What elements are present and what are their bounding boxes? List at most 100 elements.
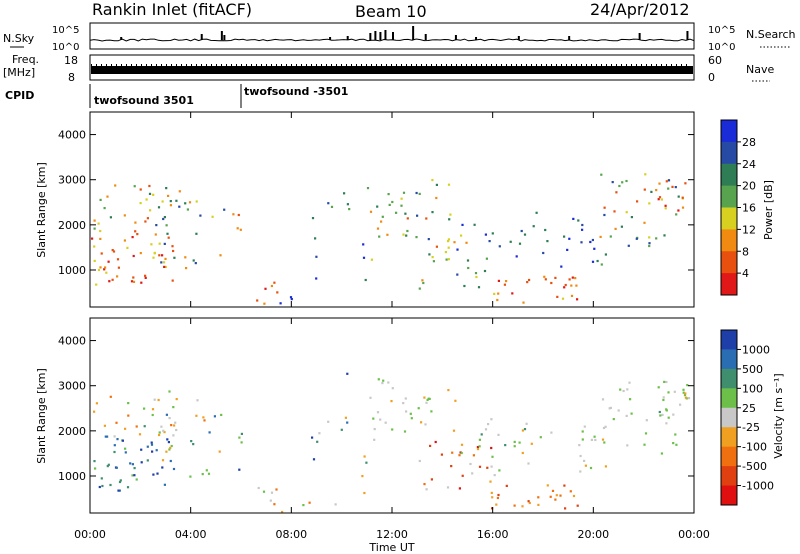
power-cell xyxy=(97,222,100,225)
velocity-cell xyxy=(103,424,106,427)
power-cell xyxy=(568,237,571,240)
power-cell xyxy=(550,281,553,285)
velocity-cell xyxy=(490,418,493,421)
power-cell xyxy=(447,183,451,186)
velocity-cell xyxy=(662,396,665,399)
velocity-cell xyxy=(424,423,427,426)
velocity-cell xyxy=(189,475,192,478)
power-cell xyxy=(386,233,389,236)
power-cell xyxy=(648,236,651,239)
power-cell xyxy=(435,245,438,248)
nsky-spike xyxy=(686,31,689,40)
freq-band-edge xyxy=(321,64,322,66)
colorbar-swatch xyxy=(721,368,737,389)
power-cell xyxy=(343,192,346,195)
freq-band-edge xyxy=(336,64,337,66)
power-cell xyxy=(103,268,106,271)
velocity-heatmap xyxy=(93,372,691,514)
power-cell xyxy=(572,217,575,220)
power-cell xyxy=(511,292,514,295)
power-cell xyxy=(114,184,117,187)
velocity-cell xyxy=(682,391,685,394)
power-cell xyxy=(402,233,405,236)
colorbar-tick-label: -100 xyxy=(742,441,767,454)
power-cell xyxy=(153,252,156,255)
power-cell xyxy=(560,265,563,268)
velocity-cell xyxy=(622,389,625,393)
power-cell xyxy=(620,225,623,228)
colorbar-swatch xyxy=(721,207,737,230)
power-cell xyxy=(447,246,450,249)
velocity-cell xyxy=(402,402,405,405)
velocity-cell xyxy=(115,466,118,469)
freq-unit: [MHz] xyxy=(3,66,35,79)
freq-band-edge xyxy=(521,64,522,66)
freq-band-edge xyxy=(676,64,677,66)
freq-band-edge xyxy=(616,64,617,66)
colorbar-swatch xyxy=(721,388,737,409)
colorbar-swatch xyxy=(721,163,737,187)
power-cell xyxy=(473,223,476,226)
velocity-cell xyxy=(168,448,171,451)
velocity-cell xyxy=(665,380,668,384)
power-cell xyxy=(165,187,168,190)
power-cell xyxy=(154,233,157,236)
power-cell xyxy=(648,202,651,205)
power-cell xyxy=(369,210,373,213)
y-tick-label: 1000 xyxy=(58,470,86,483)
velocity-cell xyxy=(513,445,516,448)
power-cell xyxy=(148,184,151,188)
velocity-cell xyxy=(196,399,199,402)
power-cell xyxy=(415,191,418,195)
power-cell xyxy=(630,216,633,219)
velocity-cell xyxy=(203,419,206,422)
velocity-cell xyxy=(115,421,118,424)
power-cell xyxy=(484,233,487,236)
power-cell xyxy=(99,237,102,240)
nsky-spike xyxy=(475,37,478,40)
power-cell xyxy=(418,287,421,290)
colorbar-swatch xyxy=(721,427,737,448)
velocity-cell xyxy=(446,486,450,489)
power-cell xyxy=(447,240,450,243)
velocity-cell xyxy=(425,401,428,404)
freq-band-edge xyxy=(416,64,417,66)
velocity-cell xyxy=(312,458,316,461)
power-cell xyxy=(465,241,468,244)
velocity-cell xyxy=(491,496,494,499)
freq-band-edge xyxy=(531,64,532,66)
power-cell xyxy=(99,266,102,269)
freq-band-edge xyxy=(656,64,657,66)
power-cell xyxy=(542,251,545,255)
velocity-cell xyxy=(661,413,664,416)
power-cell xyxy=(108,280,111,283)
freq-band-edge xyxy=(641,64,642,66)
nsky-spike xyxy=(329,37,332,40)
power-cell xyxy=(596,259,599,263)
colorbar-swatch xyxy=(721,330,737,350)
freq-band-edge xyxy=(426,64,427,66)
power-cell xyxy=(112,250,116,253)
velocity-cell xyxy=(151,408,155,411)
freq-panel: Freq. [MHz] 18 8 60 0 Nave xyxy=(3,53,774,84)
power-cell xyxy=(614,227,617,230)
power-cell xyxy=(111,249,114,252)
power-cell xyxy=(123,214,126,217)
velocity-cell xyxy=(581,438,584,441)
freq-band-edge xyxy=(501,64,502,66)
velocity-cell xyxy=(430,478,433,481)
nsky-spike xyxy=(392,32,394,40)
freq-band-edge xyxy=(671,64,672,66)
power-cell xyxy=(166,232,169,235)
velocity-cell xyxy=(113,444,116,447)
power-cell xyxy=(474,272,478,275)
nsky-tick-top: 10^5 xyxy=(52,25,79,36)
power-cell xyxy=(422,281,425,285)
freq-band-edge xyxy=(396,64,397,66)
power-cell xyxy=(655,237,658,240)
power-cell xyxy=(276,291,279,294)
power-cell xyxy=(615,191,618,194)
power-cell xyxy=(136,233,139,236)
freq-band-edge xyxy=(326,64,327,66)
velocity-cell xyxy=(126,486,130,489)
